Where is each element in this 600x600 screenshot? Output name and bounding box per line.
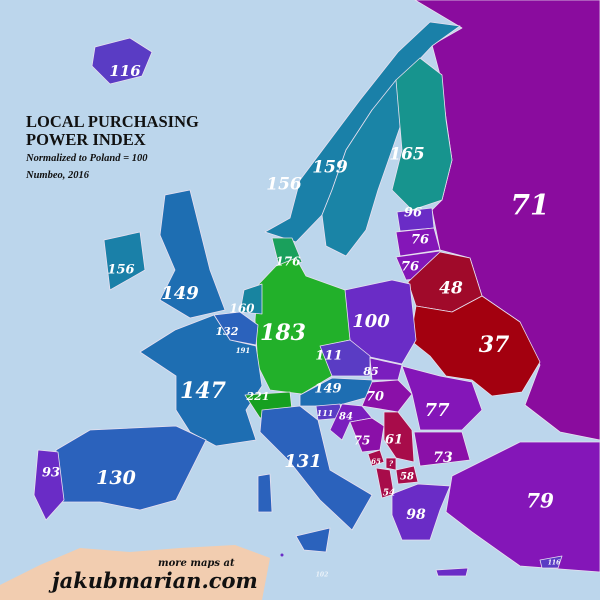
label-bulgaria: 73 (433, 450, 453, 466)
region-romania (401, 365, 483, 431)
region-montenegro (367, 449, 385, 467)
label-germany: 183 (260, 320, 306, 346)
region-netherlands (239, 283, 263, 315)
label-france: 147 (180, 378, 227, 404)
label-uk: 149 (161, 283, 199, 304)
region-greece (391, 483, 451, 541)
label-kosovo: ? (389, 459, 394, 468)
source: Numbeo, 2016 (26, 170, 89, 181)
label-hungary: 70 (366, 390, 384, 405)
region-serbia (383, 411, 415, 463)
label-macedonia: 58 (400, 472, 414, 483)
region-ukraine (409, 295, 541, 397)
region-czechia (319, 339, 371, 377)
label-estonia: 96 (404, 206, 422, 221)
label-greece: 98 (406, 507, 426, 523)
label-latvia: 76 (411, 233, 429, 248)
region-russia (414, 0, 600, 441)
label-croatia: 84 (339, 412, 353, 423)
title-line-1: LOCAL PURCHASING (26, 112, 199, 131)
label-iceland: 116 (109, 62, 141, 80)
region-sicily (295, 527, 331, 553)
label-bosnia: 75 (354, 434, 371, 448)
label-czechia: 111 (315, 349, 342, 364)
region-france (139, 314, 263, 447)
label-malta: 102 (316, 572, 329, 579)
label-montenegro: 65 (371, 457, 381, 466)
label-slovenia: 111 (317, 408, 334, 418)
label-denmark: 176 (275, 255, 301, 269)
region-turkey (445, 441, 600, 573)
label-sweden: 159 (312, 158, 348, 178)
label-netherlands: 160 (229, 302, 255, 316)
region-iceland (91, 37, 153, 85)
region-bulgaria (413, 431, 471, 467)
label-italy: 131 (284, 451, 322, 472)
label-romania: 77 (424, 400, 450, 421)
region-italy (259, 405, 373, 531)
label-austria: 149 (314, 382, 341, 397)
label-spain: 130 (96, 467, 136, 489)
region-bosnia (349, 417, 385, 453)
region-uk (159, 189, 226, 319)
footer-more: more maps at (158, 558, 235, 569)
region-hungary (361, 379, 413, 413)
label-serbia: 61 (385, 433, 403, 448)
label-switzerland: 221 (246, 390, 270, 403)
map-title: LOCAL PURCHASING POWER INDEX (26, 113, 199, 149)
label-albania: 54 (383, 489, 396, 499)
label-russia: 71 (511, 189, 550, 222)
label-lithuania: 76 (401, 260, 419, 275)
label-belgium: 132 (216, 325, 239, 338)
label-luxembourg: 191 (236, 346, 251, 355)
region-sardinia (257, 473, 273, 513)
label-portugal: 93 (42, 466, 60, 481)
label-norway: 156 (266, 175, 302, 195)
region-crete (435, 567, 469, 577)
subtitle: Normalized to Poland = 100 (26, 153, 148, 164)
region-malta (280, 553, 284, 557)
region-cyprus (539, 555, 563, 569)
label-slovakia: 85 (363, 365, 378, 378)
title-line-2: POWER INDEX (26, 130, 146, 149)
footer-site: jakubmarian.com (52, 568, 258, 593)
africa (0, 545, 270, 600)
region-sweden (321, 79, 407, 257)
label-ireland: 156 (107, 263, 134, 278)
region-ireland (103, 231, 146, 291)
label-ukraine: 37 (479, 332, 510, 358)
region-finland (391, 57, 453, 211)
region-macedonia (395, 465, 419, 485)
label-belarus: 48 (439, 279, 463, 299)
region-latvia (395, 227, 441, 257)
label-cyprus: 116 (548, 560, 561, 567)
label-turkey: 79 (526, 489, 554, 513)
label-poland: 100 (352, 311, 390, 332)
label-finland: 165 (389, 145, 425, 165)
region-portugal (33, 449, 65, 521)
